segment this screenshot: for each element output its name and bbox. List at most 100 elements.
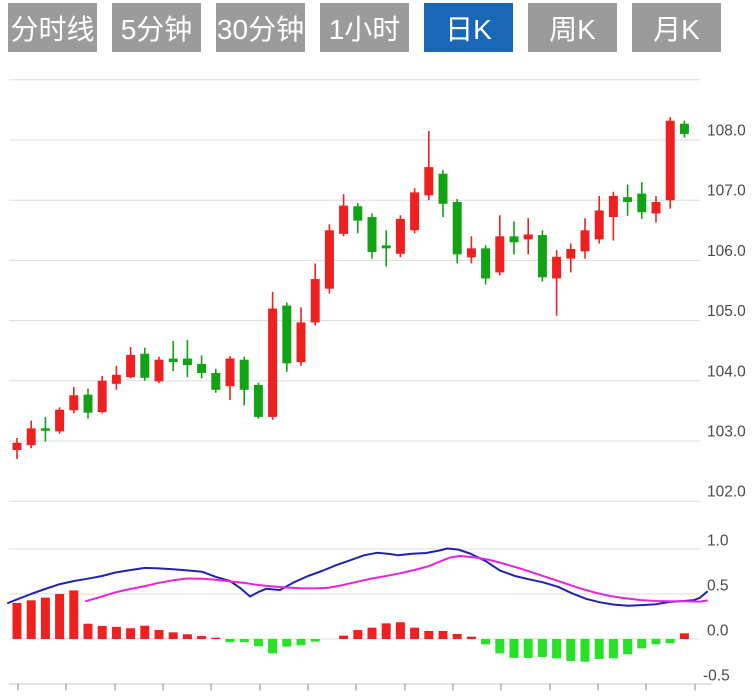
tab-active-4[interactable]: 日K (424, 3, 513, 52)
candle-body (83, 394, 93, 413)
macd-bar (69, 590, 79, 639)
tab-0[interactable]: 分时线 (8, 3, 97, 52)
macd-bar (580, 639, 590, 662)
candle-body (509, 236, 519, 243)
price-axis-label: 105.0 (707, 303, 746, 320)
macd-bar (55, 594, 65, 639)
candle-body (253, 385, 263, 417)
macd-bar (40, 597, 50, 639)
candle-body (324, 230, 334, 289)
macd-bar (296, 639, 306, 646)
macd-bar (509, 639, 519, 658)
candle-body (608, 195, 618, 218)
tab-6[interactable]: 月K (632, 3, 721, 52)
macd-bar (424, 630, 434, 639)
candle-body (353, 206, 363, 221)
price-axis-label: 106.0 (707, 243, 746, 260)
macd-bar (310, 639, 320, 642)
candle-body (665, 120, 675, 201)
macd-histogram (12, 590, 689, 662)
candle-body (168, 358, 178, 363)
macd-bar (623, 639, 633, 655)
candle-body (481, 248, 491, 279)
dif-line (7, 547, 708, 607)
tab-1[interactable]: 5分钟 (112, 3, 201, 52)
candle-body (69, 395, 79, 411)
macd-lines (7, 547, 708, 607)
candle-body (424, 167, 434, 196)
macd-bar (566, 639, 576, 661)
macd-bar (26, 600, 36, 639)
candle-body (466, 248, 476, 258)
candle-body (580, 230, 590, 252)
candle-body (395, 218, 405, 254)
candle-body (225, 358, 235, 387)
candle-body (296, 322, 306, 363)
candle-body (310, 279, 320, 323)
candle-body (97, 380, 107, 413)
candle-body (438, 173, 448, 204)
candle-body (111, 374, 121, 384)
candle-body (651, 202, 661, 214)
candle-body (154, 359, 164, 382)
candle-body (495, 236, 505, 273)
macd-axis-label: -0.5 (703, 668, 730, 685)
macd-bar (410, 627, 420, 639)
candle-body (182, 358, 192, 366)
candle-body (637, 193, 647, 213)
macd-bar (168, 632, 178, 639)
price-axis-label: 108.0 (707, 123, 746, 140)
macd-bar (225, 639, 235, 643)
candle-body (537, 235, 547, 278)
candle-body (211, 372, 221, 390)
candle-body (381, 245, 391, 249)
gridlines (9, 79, 712, 691)
price-axis-label: 103.0 (707, 424, 746, 441)
macd-bar (665, 639, 675, 644)
macd-bar (637, 639, 647, 649)
macd-bar (438, 630, 448, 639)
candle-body (623, 197, 633, 203)
candle-body (26, 428, 36, 446)
macd-bar (182, 634, 192, 639)
macd-bar (211, 637, 221, 639)
candle-body (282, 305, 292, 364)
price-axis-label: 104.0 (707, 363, 746, 380)
macd-bar (97, 625, 107, 639)
macd-bar (481, 639, 491, 645)
tab-2[interactable]: 30分钟 (216, 3, 305, 52)
candle-body (197, 363, 207, 373)
candle-body (140, 353, 150, 378)
macd-bar (395, 622, 405, 639)
price-axis-label: 102.0 (707, 484, 746, 501)
candle-body (55, 409, 65, 432)
candle-body (594, 210, 604, 240)
macd-bar (239, 639, 249, 643)
tab-3[interactable]: 1小时 (320, 3, 409, 52)
tab-5[interactable]: 周K (528, 3, 617, 52)
candle-body (452, 202, 462, 255)
macd-bar (12, 603, 22, 639)
price-axis-label: 107.0 (707, 183, 746, 200)
macd-bar (495, 639, 505, 654)
candles (12, 117, 689, 460)
axis-labels: 108.0 107.0 106.0 105.0 104.0 103.0 102.0 1.0 0.… (703, 123, 746, 685)
macd-bar (523, 639, 533, 658)
macd-axis-label: 1.0 (707, 533, 729, 550)
macd-bar (197, 636, 207, 639)
macd-bar (111, 626, 121, 639)
macd-bar (452, 633, 462, 639)
macd-bar (339, 635, 349, 639)
candle-body (367, 217, 377, 252)
candle-body (40, 428, 50, 431)
macd-bar (367, 627, 377, 639)
macd-bar (126, 628, 136, 639)
macd-bar (140, 625, 150, 639)
candle-body (239, 359, 249, 390)
candle-body (339, 205, 349, 234)
macd-bar (537, 639, 547, 657)
macd-bar (381, 623, 391, 639)
candle-body (12, 442, 22, 451)
